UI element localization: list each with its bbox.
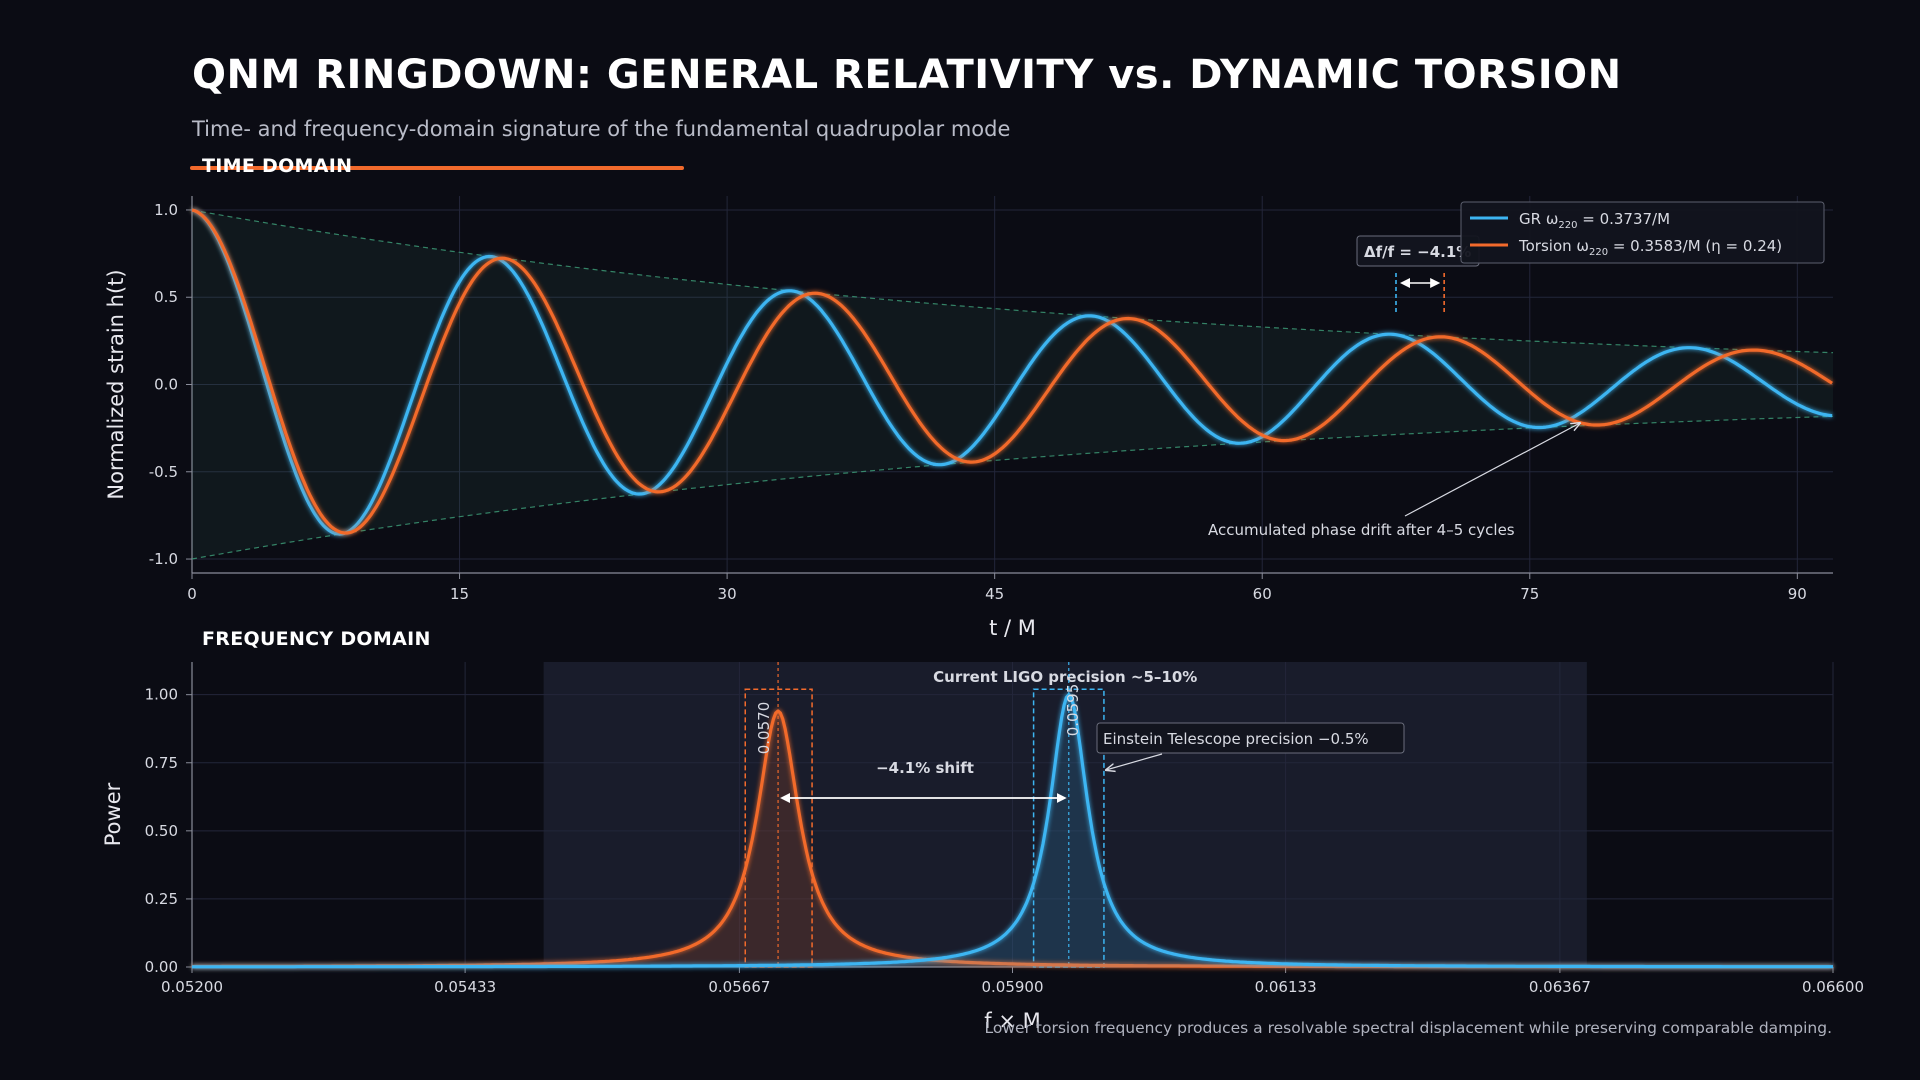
frequency-domain-plot: 0.05200 0.05433 0.05667 0.05900 0.06133 0.063… [101, 662, 1864, 1033]
legend-subscript: 220 [1589, 247, 1608, 258]
footnote: Lower torsion frequency produces a resol… [984, 1019, 1832, 1037]
legend-box [1460, 201, 1825, 264]
time-x-tick-label: 45 [985, 585, 1004, 603]
time-x-tick-label: 30 [718, 585, 737, 603]
legend-suffix: = 0.3583/M (η = 0.24) [1608, 237, 1782, 255]
time-y-tick-label: 0.5 [154, 288, 178, 306]
time-x-tick-label: 60 [1253, 585, 1272, 603]
freq-x-axis-label: f × M [984, 1009, 1040, 1033]
legend-subscript: 220 [1558, 220, 1577, 231]
delta-label: Δf/f = −4.1% [1364, 243, 1471, 261]
freq-x-tick-label: 0.05900 [981, 978, 1043, 996]
legend-prefix: Torsion ω [1518, 237, 1589, 255]
time-y-tick-label: -0.5 [149, 463, 178, 481]
et-precision-label: Einstein Telescope precision −0.5% [1103, 730, 1369, 748]
freq-x-tick-label: 0.06133 [1255, 978, 1317, 996]
shift-label: −4.1% shift [876, 759, 974, 777]
freq-x-tick-label: 0.06367 [1529, 978, 1591, 996]
freq-y-tick-label: 1.00 [145, 686, 178, 704]
freq-x-tick-label: 0.05667 [708, 978, 770, 996]
phase-drift-label: Accumulated phase drift after 4–5 cycles [1208, 521, 1515, 539]
et-arrow [1106, 753, 1163, 770]
time-x-axis-label: t / M [989, 616, 1036, 640]
legend-entry-torsion: Torsion ω220 = 0.3583/M (η = 0.24) [1518, 237, 1782, 258]
time-series-torsion-line [191, 208, 1833, 535]
freq-y-tick-label: 0.00 [145, 958, 178, 976]
time-y-tick-label: 0.0 [154, 376, 178, 394]
ligo-precision-label: Current LIGO precision ~5–10% [933, 668, 1197, 686]
page-subtitle: Time- and frequency-domain signature of … [192, 117, 1011, 141]
time-domain-label: TIME DOMAIN [202, 155, 353, 177]
time-envelope-fill [192, 210, 1833, 559]
torsion-precision-box [744, 688, 813, 968]
time-domain-plot: 0 15 30 45 60 75 90 1.0 0.5 0.0 -0.5 -1.0 t / M Norma… [104, 196, 1834, 640]
freq-y-tick-label: 0.50 [145, 822, 178, 840]
freq-y-tick-label: 0.75 [145, 754, 178, 772]
time-series-gr-line [191, 208, 1833, 536]
time-x-tick-label: 0 [187, 585, 197, 603]
time-y-tick-label: 1.0 [154, 201, 178, 219]
legend-entry-gr: GR ω220 = 0.3737/M [1519, 210, 1670, 231]
time-domain-accent-bar [190, 166, 684, 170]
page-title: QNM RINGDOWN: GENERAL RELATIVITY vs. DYN… [192, 52, 1622, 98]
ligo-precision-band [543, 662, 1587, 967]
time-y-tick-label: -1.0 [149, 550, 178, 568]
torsion-peak-label: 0.0570 [755, 702, 773, 755]
frequency-domain-label: FREQUENCY DOMAIN [202, 628, 431, 650]
freq-y-axis-label: Power [101, 782, 125, 846]
freq-x-tick-label: 0.05200 [161, 978, 223, 996]
legend-suffix: = 0.3737/M [1577, 210, 1670, 228]
phase-drift-arrow [1404, 423, 1580, 517]
freq-y-tick-label: 0.25 [145, 890, 178, 908]
freq-series-gr-line [192, 693, 1833, 969]
gr-peak-label: 0.0595 [1064, 684, 1082, 737]
gr-precision-box [1032, 688, 1105, 968]
et-label-box [1096, 722, 1405, 754]
time-x-tick-label: 15 [450, 585, 469, 603]
freq-x-tick-label: 0.05433 [434, 978, 496, 996]
time-x-tick-label: 90 [1788, 585, 1807, 603]
time-y-axis-label: Normalized strain h(t) [104, 269, 128, 499]
legend-prefix: GR ω [1519, 210, 1558, 228]
freq-x-tick-label: 0.06600 [1802, 978, 1864, 996]
time-x-tick-label: 75 [1520, 585, 1539, 603]
